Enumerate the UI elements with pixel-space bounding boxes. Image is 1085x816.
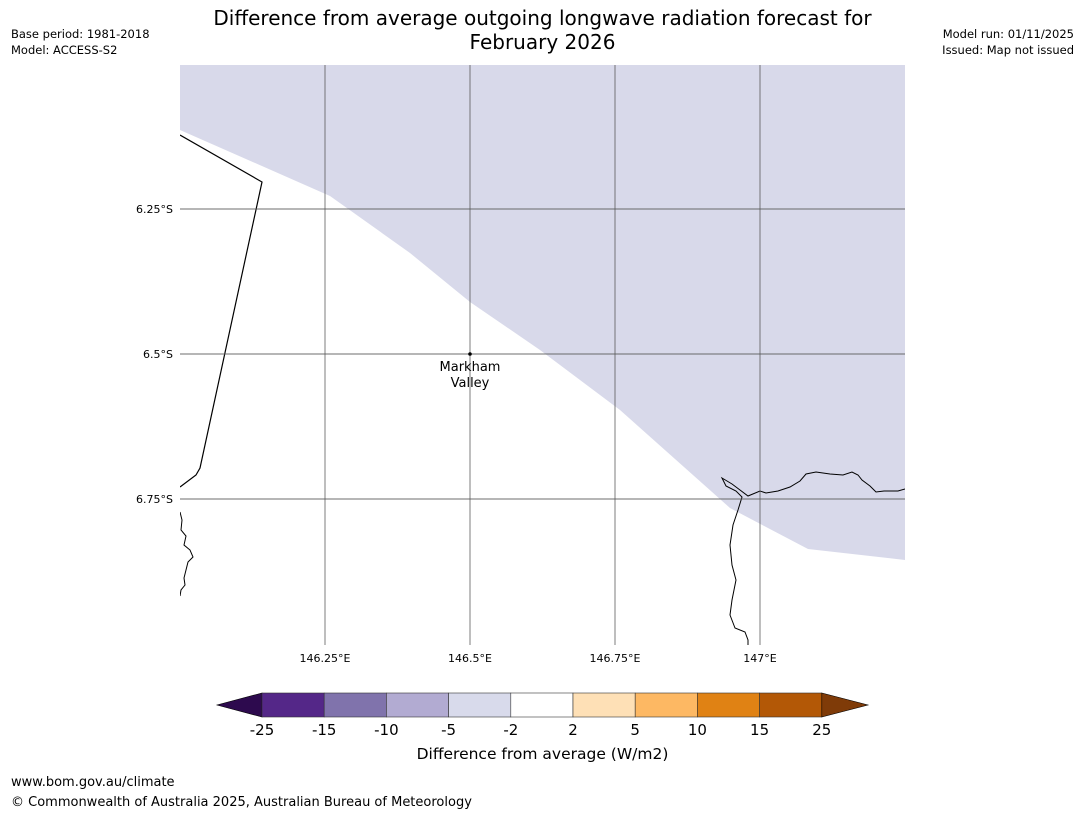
shaded-region-minus5-to-minus2 [180, 65, 905, 560]
colorbar-tick-label: 2 [568, 721, 578, 739]
colorbar-label: Difference from average (W/m2) [416, 745, 669, 763]
lon-tick-label: 147°E [743, 652, 776, 665]
colorbar-tick-label: -25 [250, 721, 275, 739]
colorbar-bin [759, 692, 823, 718]
colorbar-bin [261, 692, 325, 718]
lat-tick-label: 6.5°S [143, 348, 173, 361]
colorbar: -25 -15 -10 -5 -2 2 5 10 15 25 [215, 692, 870, 739]
colorbar-bin [510, 692, 574, 718]
footer-copyright: © Commonwealth of Australia 2025, Austra… [11, 795, 472, 810]
model-text: Model: ACCESS-S2 [11, 43, 118, 57]
lat-tick-label: 6.25°S [136, 203, 173, 216]
colorbar-extend-high [821, 692, 870, 718]
coastline-west [180, 511, 194, 597]
colorbar-bin [634, 692, 698, 718]
colorbar-bin [323, 692, 387, 718]
colorbar-tick-label: -5 [441, 721, 456, 739]
model-run-text: Model run: 01/11/2025 [942, 27, 1074, 41]
map-title: Difference from average outgoing longwav… [0, 6, 1085, 54]
place-label-line2: Valley [451, 376, 490, 391]
map-title-line1: Difference from average outgoing longwav… [213, 6, 872, 30]
colorbar-bin [572, 692, 636, 718]
colorbar-tick-label: -2 [503, 721, 518, 739]
colorbar-tick-label: -10 [374, 721, 399, 739]
map-area: Markham Valley [180, 65, 905, 645]
lon-tick-label: 146.25°E [300, 652, 351, 665]
place-label-line1: Markham [440, 360, 501, 375]
coastline-east [720, 471, 905, 645]
colorbar-tick-label: 25 [812, 721, 831, 739]
colorbar-tick-label: 10 [688, 721, 707, 739]
colorbar-bin [697, 692, 760, 718]
markham-valley-marker [468, 352, 472, 356]
colorbar-tick-label: 5 [630, 721, 640, 739]
base-period-text: Base period: 1981-2018 [11, 27, 150, 41]
lon-tick-label: 146.75°E [590, 652, 641, 665]
lat-tick-label: 6.75°S [136, 493, 173, 506]
colorbar-tick-label: -15 [312, 721, 337, 739]
colorbar-bin [386, 692, 449, 718]
issued-text: Issued: Map not issued [942, 43, 1074, 57]
border-line [180, 134, 263, 488]
colorbar-tick-label: 15 [750, 721, 769, 739]
axis-labels: 6.25°S 6.5°S 6.75°S 146.25°E 146.5°E 146.75°E… [136, 203, 777, 665]
lon-tick-label: 146.5°E [448, 652, 492, 665]
map-title-line2: February 2026 [469, 30, 616, 54]
footer-url[interactable]: www.bom.gov.au/climate [11, 775, 175, 790]
colorbar-bin [448, 692, 512, 718]
colorbar-extend-low [215, 692, 263, 718]
